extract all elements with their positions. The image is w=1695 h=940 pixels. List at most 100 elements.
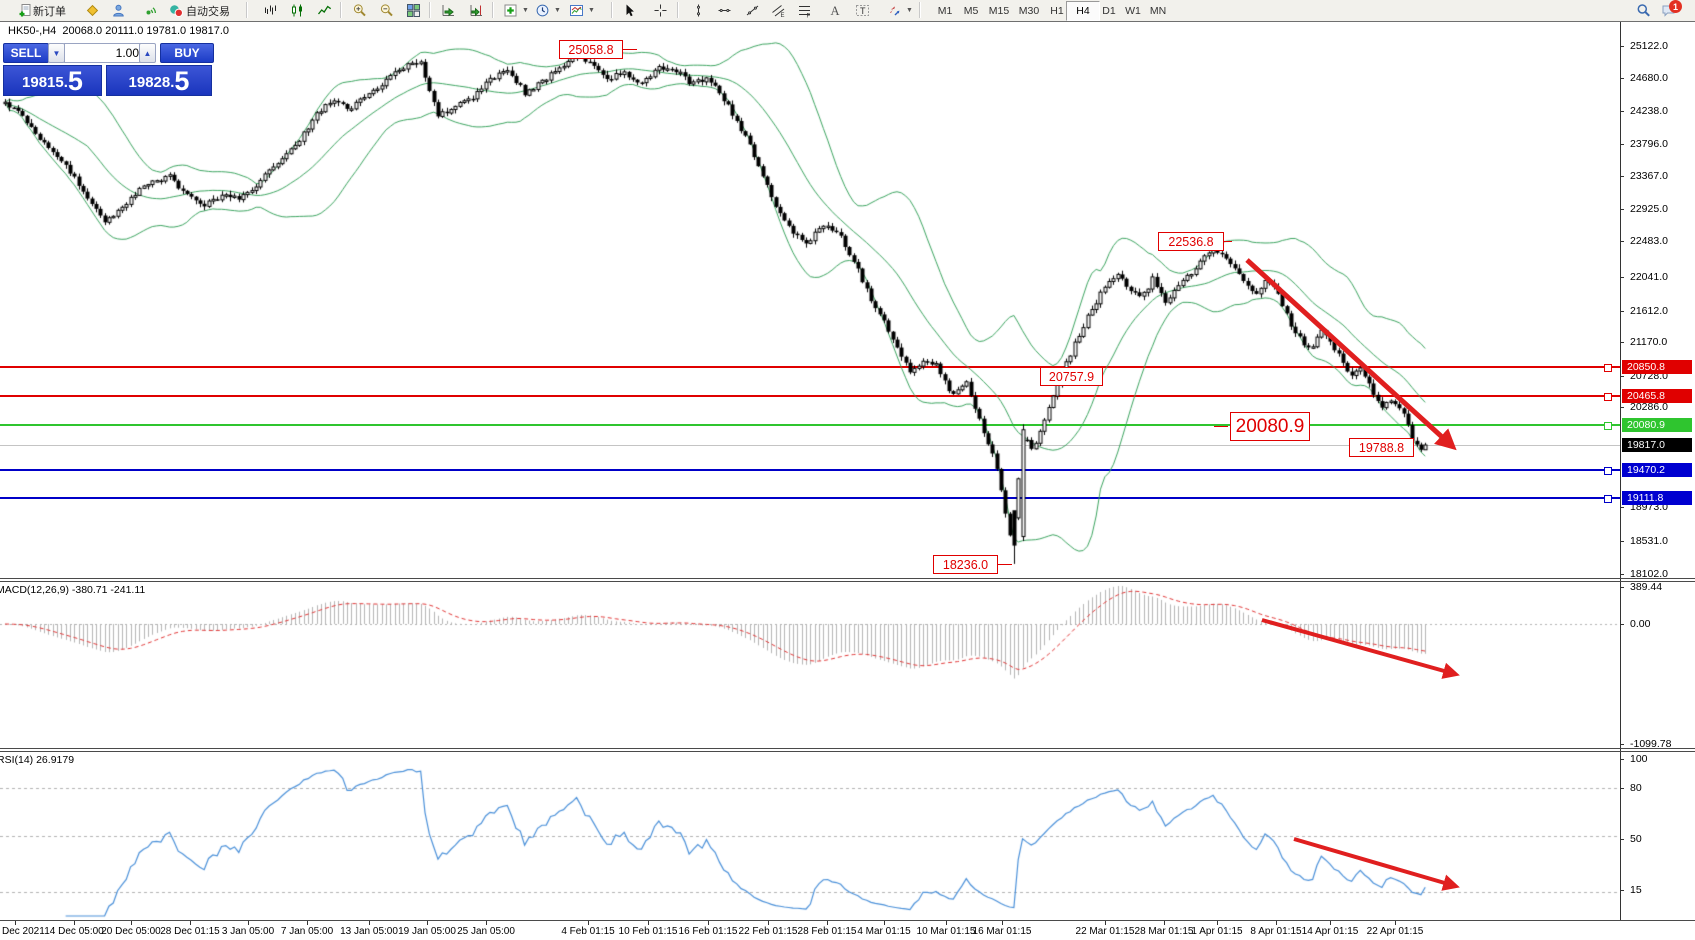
timeframe-m5-button[interactable]: M5 [963, 5, 979, 17]
time-axis-label[interactable]: 10 Feb 01:15 [618, 926, 678, 937]
price-callout-20757.9[interactable]: 20757.9 [1040, 367, 1103, 386]
time-axis-tick [588, 921, 589, 925]
pane-separator[interactable] [0, 748, 1695, 749]
time-axis-label[interactable]: 14 Dec 05:00 [44, 926, 104, 937]
level-line-marker [1604, 364, 1612, 372]
zoom-in-icon[interactable] [349, 1, 370, 20]
time-axis-label[interactable]: 16 Feb 01:15 [678, 926, 738, 937]
buy-button[interactable]: BUY [160, 43, 214, 63]
time-axis-label[interactable]: 28 Mar 01:15 [1134, 926, 1194, 937]
rsi-indicator-canvas[interactable] [0, 752, 1620, 920]
macd-indicator-canvas[interactable] [0, 582, 1620, 748]
time-axis-label[interactable]: 14 Apr 01:15 [1301, 926, 1359, 937]
time-axis-tick [946, 921, 947, 925]
volume-decrease-button[interactable]: ▼ [48, 43, 65, 63]
market-watch-icon[interactable] [108, 1, 129, 20]
price-callout-22536.8[interactable]: 22536.8 [1158, 232, 1224, 251]
time-axis-label[interactable]: 20 Dec 05:00 [101, 926, 161, 937]
text-label-icon[interactable]: T [852, 1, 873, 20]
time-axis-label[interactable]: 22 Apr 01:15 [1366, 926, 1424, 937]
bid-price[interactable]: 19815. 5 [3, 65, 102, 96]
timeframe-m1-button[interactable]: M1 [937, 5, 953, 17]
volume-input[interactable] [64, 43, 148, 63]
time-axis-label[interactable]: 16 Mar 01:15 [972, 926, 1032, 937]
cursor-icon[interactable] [619, 1, 640, 20]
text-icon[interactable]: A [824, 1, 845, 20]
time-axis-tick [369, 921, 370, 925]
toolbar-separator [919, 2, 921, 18]
time-axis-label[interactable]: 28 Feb 01:15 [797, 926, 857, 937]
time-axis-label[interactable]: 1 Apr 01:15 [1191, 926, 1243, 937]
price-axis-badge-20465.8: 20465.8 [1622, 389, 1692, 403]
ask-price[interactable]: 19828. 5 [106, 65, 212, 96]
autotrade-label[interactable]: 自动交易 [186, 5, 230, 18]
price-callout-20080.9[interactable]: 20080.9 [1230, 412, 1310, 441]
time-axis-label[interactable]: 28 Dec 01:15 [160, 926, 220, 937]
fibonacci-icon[interactable]: F [794, 1, 815, 20]
line-chart-icon[interactable] [314, 1, 335, 20]
indicators-icon[interactable]: ▼ [500, 1, 529, 20]
trendline-icon[interactable] [742, 1, 763, 20]
chart-shift-icon[interactable] [466, 1, 487, 20]
rsi-axis-label: 50 [1630, 833, 1642, 845]
timeframe-h4-button[interactable]: H4 [1066, 1, 1100, 21]
auto-scroll-icon[interactable] [438, 1, 459, 20]
time-axis-label[interactable]: 8 Apr 01:15 [1250, 926, 1302, 937]
channel-icon[interactable]: E [768, 1, 789, 20]
candlestick-chart-icon[interactable] [287, 1, 308, 20]
price-callout-25058.8[interactable]: 25058.8 [559, 40, 623, 59]
templates-icon[interactable]: ▼ [566, 1, 595, 20]
periods-icon[interactable]: ▼ [532, 1, 561, 20]
price-axis-label: 22041.0 [1630, 271, 1668, 283]
vertical-line-icon[interactable] [688, 1, 709, 20]
pane-separator[interactable] [0, 751, 1695, 752]
sell-button[interactable]: SELL [3, 43, 49, 63]
time-axis-label[interactable]: 10 Mar 01:15 [916, 926, 976, 937]
notification-badge: 1 [1669, 0, 1682, 13]
price-axis-tick [1620, 78, 1624, 79]
price-callout-19788.8[interactable]: 19788.8 [1349, 438, 1414, 457]
price-axis-label: 25122.0 [1630, 40, 1668, 52]
new-order-label[interactable]: 新订单 [33, 5, 66, 18]
time-axis-tick [1002, 921, 1003, 925]
time-axis-label[interactable]: 19 Jan 05:00 [398, 926, 456, 937]
tile-windows-icon[interactable] [403, 1, 424, 20]
time-axis-tick [648, 921, 649, 925]
time-axis-label[interactable]: 4 Feb 01:15 [561, 926, 615, 937]
time-axis-tick [1395, 921, 1396, 925]
timeframe-d1-button[interactable]: D1 [1102, 5, 1116, 17]
time-axis-label[interactable]: Dec 2021 [2, 926, 45, 937]
time-axis-label[interactable]: 22 Feb 01:15 [738, 926, 798, 937]
crosshair-icon[interactable] [650, 1, 671, 20]
pane-separator[interactable] [0, 578, 1695, 579]
zoom-out-icon[interactable] [376, 1, 397, 20]
timeframe-w1-button[interactable]: W1 [1125, 5, 1141, 17]
timeframe-m30-button[interactable]: M30 [1018, 5, 1040, 17]
time-axis-label[interactable]: 4 Mar 01:15 [857, 926, 911, 937]
timeframe-m15-button[interactable]: M15 [988, 5, 1010, 17]
search-icon[interactable] [1633, 1, 1654, 20]
volume-increase-button[interactable]: ▲ [139, 43, 156, 63]
signals-icon[interactable] [140, 1, 161, 20]
bar-chart-icon[interactable] [260, 1, 281, 20]
callout-tail [623, 48, 637, 50]
arrows-icon[interactable]: ▼ [884, 1, 913, 20]
time-axis-label[interactable]: 3 Jan 05:00 [221, 926, 275, 937]
metaeditor-icon[interactable] [82, 1, 103, 20]
time-axis-label[interactable]: 22 Mar 01:15 [1075, 926, 1135, 937]
timeframe-mn-button[interactable]: MN [1149, 5, 1167, 17]
price-callout-18236.0[interactable]: 18236.0 [933, 555, 998, 574]
time-axis-label[interactable]: 7 Jan 05:00 [280, 926, 334, 937]
autotrade-icon[interactable] [166, 1, 187, 20]
time-axis-label[interactable]: 13 Jan 05:00 [340, 926, 398, 937]
ask-main: 19828 [128, 74, 171, 91]
price-axis-label: 24680.0 [1630, 72, 1668, 84]
new-order-icon[interactable] [15, 1, 36, 20]
horizontal-line-icon[interactable] [714, 1, 735, 20]
pane-separator[interactable] [0, 581, 1695, 582]
price-axis-label: 22925.0 [1630, 203, 1668, 215]
timeframe-h1-button[interactable]: H1 [1050, 5, 1064, 17]
ask-pips: 5 [174, 66, 190, 96]
price-chart-canvas[interactable] [0, 22, 1620, 578]
time-axis-label[interactable]: 25 Jan 05:00 [457, 926, 515, 937]
